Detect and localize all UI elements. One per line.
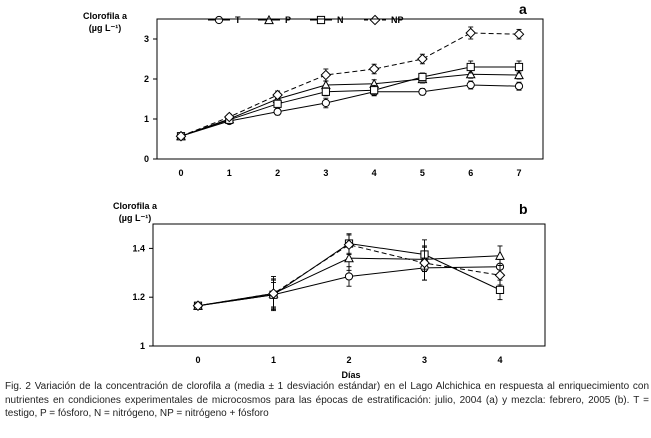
panel-b-series-t-point-2 [344, 272, 354, 281]
panel-b-series-p-point-2 [344, 252, 354, 263]
panel-a-letter: a [519, 1, 527, 17]
panel-a-series-t-point-6 [466, 80, 475, 90]
panel-a-series-p-line [180, 73, 520, 137]
panel-a-xtick-label-0: 0 [178, 168, 183, 178]
panel-b-series-np-point-1 [268, 288, 279, 299]
legend-item-np-marker [369, 14, 381, 26]
plot-area-b: 1 1.2 1.4 0 1 2 3 4 [132, 223, 546, 365]
panel-b-series-np-line [197, 244, 501, 307]
panel-b-series-np-point-4 [494, 269, 506, 281]
panel-a-series-n-point-4 [370, 86, 379, 95]
caption-rest: (media ± 1 desviación estándar) en el La… [5, 381, 650, 419]
panel-a-series-t-point-3 [321, 98, 330, 108]
panel-a-series-n-line [180, 66, 519, 137]
panel-a-series-n-point-5 [418, 72, 427, 82]
figure-caption: Fig. 2 Variación de la concentración de … [5, 380, 649, 421]
legend-item-p-marker [264, 14, 274, 25]
panel-a-xtick-label-4: 4 [372, 168, 377, 178]
panel-a-series-np-point-5 [417, 53, 428, 65]
panel-a-ytick-label-3: 3 [144, 34, 149, 44]
panel-b-ylabel-line1: Clorofila a [113, 201, 158, 211]
panel-a-series-n-point-6 [466, 62, 475, 72]
panel-b-series-np-point-2 [343, 239, 355, 251]
panel-a-series-n-point-2 [273, 99, 282, 108]
caption-italic-a: a [224, 381, 231, 392]
panel-a-ylabel-line1: Clorofila a [83, 11, 128, 21]
panel-a-xtick-label-7: 7 [516, 168, 521, 178]
panel-a-series-n-point-3 [321, 87, 330, 96]
panel-a-series-np-point-3 [320, 69, 332, 81]
caption-lead: Fig. 2 Variación de la concentración de … [5, 381, 225, 392]
legend-item-np-label: NP [391, 15, 404, 25]
panel-b-xlabel: Días [341, 370, 360, 380]
panel-a-xtick-label-2: 2 [275, 168, 280, 178]
panel-b-series-n-point-4 [495, 285, 505, 294]
panel-b-series-p-point-4 [495, 250, 505, 260]
panel-b-frame [152, 223, 546, 347]
panel-a-series-np-point-4 [368, 63, 380, 75]
panel-b-xtick-label-2: 2 [346, 355, 351, 365]
panel-b-letter: b [519, 201, 528, 217]
panel-a-xtick-label-3: 3 [323, 168, 328, 178]
legend-item-n-marker [316, 15, 326, 25]
panel-a-series-n-point-7 [514, 62, 524, 72]
panel-a-xtick-label-1: 1 [227, 168, 232, 178]
legend-item-p-label: P [285, 15, 291, 25]
panel-a-series-np-point-0 [175, 130, 187, 142]
panel-a-series-np-point-1 [223, 111, 235, 123]
panel-a-series-t-point-2 [273, 107, 282, 116]
panel-b-series-np-point-0 [192, 300, 204, 312]
panel-a-series-np-point-2 [272, 89, 283, 101]
panel-a-series-t-point-7 [514, 82, 524, 91]
panel-a-series-p-point-7 [514, 69, 524, 80]
panel-b-ylabel-line2: (µg L⁻¹) [119, 213, 151, 223]
panel-b-series-np-point-3 [419, 257, 430, 269]
legend-item-t-marker [214, 15, 224, 25]
panel-b: Clorofila a (µg L⁻¹) b Días 1 1.2 1.4 0 1 2 3 4 [113, 201, 546, 380]
panel-a-ytick-label-1: 1 [144, 114, 149, 124]
panel-a: Clorofila a (µg L⁻¹) a T P N NP 0 1 2 3 0 1 2 3 4 5 6… [83, 1, 544, 178]
panel-a-ytick-label-0: 0 [144, 154, 149, 164]
plot-area-a: 0 1 2 3 0 1 2 3 4 5 6 7 [144, 18, 544, 178]
panel-a-series-t-point-5 [418, 87, 427, 96]
panel-a-series-np-line [180, 32, 520, 137]
panel-b-xtick-label-4: 4 [497, 355, 502, 365]
panel-b-xtick-label-1: 1 [271, 355, 276, 365]
panel-a-series-p-point-6 [465, 69, 476, 79]
panel-b-xtick-label-3: 3 [422, 355, 427, 365]
panel-b-ytick-label-1: 1.2 [132, 292, 145, 302]
legend-item-t-label: T [235, 15, 241, 25]
legend-item-n-label: N [337, 15, 344, 25]
panel-a-series-np-point-6 [465, 27, 477, 39]
panel-a-frame [156, 18, 544, 160]
panel-a-series-np-point-7 [513, 28, 525, 40]
panel-a-series-t-line [180, 84, 520, 137]
panel-a-ylabel-line2: (µg L⁻¹) [89, 23, 121, 33]
panel-b-xtick-label-0: 0 [195, 355, 200, 365]
panel-b-ytick-label-0: 1 [140, 341, 145, 351]
panel-a-xtick-label-5: 5 [420, 168, 425, 178]
panel-a-ytick-label-2: 2 [144, 74, 149, 84]
legend: T P N NP [208, 14, 404, 26]
panel-a-xtick-label-6: 6 [468, 168, 473, 178]
panel-b-ytick-label-2: 1.4 [132, 243, 145, 253]
